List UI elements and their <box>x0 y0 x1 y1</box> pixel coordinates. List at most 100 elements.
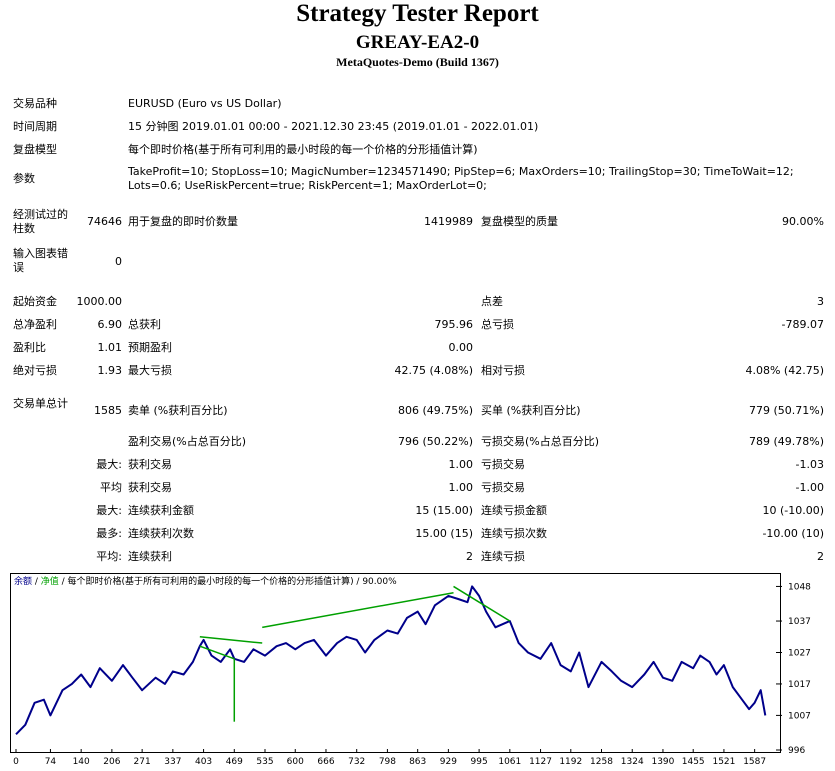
balance-line <box>15 585 767 735</box>
x-tick-label: 140 <box>73 757 90 767</box>
server-build: MetaQuotes-Demo (Build 1367) <box>336 55 499 69</box>
bars-value: 74646 <box>87 215 122 228</box>
report-title: Strategy Tester Report <box>296 0 539 27</box>
x-tick-label: 271 <box>134 757 151 767</box>
ticks-value: 1419989 <box>424 215 473 228</box>
max-consecutive-losses-label: 连续亏损金额 <box>481 504 547 517</box>
legend-equity: 净值 <box>41 575 59 587</box>
rel-drawdown-value: 4.08% (42.75) <box>745 364 824 377</box>
x-tick-label: 0 <box>13 757 19 767</box>
profit-trades-label: 盈利交易(%占总百分比) <box>128 435 247 448</box>
average-label: 平均 <box>100 481 122 494</box>
x-tick-label: 535 <box>256 757 273 767</box>
rel-drawdown-label: 相对亏损 <box>481 364 525 377</box>
largest-loss-label: 亏损交易 <box>481 458 525 471</box>
x-tick-label: 1258 <box>590 757 613 767</box>
expert-advisor-name: GREAY-EA2-0 <box>355 32 480 53</box>
maximal-losses-label: 连续亏损次数 <box>481 527 547 540</box>
max-consecutive-wins-label: 连续获利金额 <box>128 504 194 517</box>
maximal-wins-label: 连续获利次数 <box>128 527 194 540</box>
x-tick-label: 469 <box>226 757 243 767</box>
equity-spike <box>199 645 235 660</box>
abs-drawdown-value: 1.93 <box>97 364 123 377</box>
symbol-label: 交易品种 <box>13 97 57 110</box>
maximal-losses-value: -10.00 (10) <box>762 527 824 540</box>
x-tick-label: 1587 <box>743 757 766 767</box>
y-tick-label: 1027 <box>788 648 811 658</box>
loss-trades-value: 789 (49.78%) <box>748 435 824 448</box>
long-positions-value: 779 (50.71%) <box>748 404 824 417</box>
average-consecutive-wins-value: 2 <box>466 550 473 563</box>
max-drawdown-label: 最大亏损 <box>128 364 172 377</box>
period-value: 15 分钟图 2019.01.01 00:00 - 2021.12.30 23:… <box>128 120 539 133</box>
y-axis-ticks: 996 1007 1017 1027 1037 1048 <box>776 582 811 756</box>
plot-frame <box>10 573 781 753</box>
y-tick-label: 1037 <box>788 617 811 627</box>
y-tick-label: 1007 <box>788 711 811 721</box>
x-tick-label: 929 <box>440 757 457 767</box>
average-consecutive-losses-label: 连续亏损 <box>481 550 525 563</box>
profit-factor-value: 1.01 <box>97 341 123 354</box>
gross-loss-value: -789.07 <box>781 318 824 331</box>
series-lines <box>15 585 767 735</box>
deposit-value: 1000.00 <box>76 295 123 308</box>
bars-label: 经测试过的柱数 <box>13 208 68 235</box>
average-win-label: 获利交易 <box>128 481 172 494</box>
spread-label: 点差 <box>481 295 503 308</box>
y-tick-label: 1048 <box>788 582 811 592</box>
x-tick-label: 1455 <box>682 757 705 767</box>
x-tick-label: 600 <box>287 757 304 767</box>
gross-profit-value: 795.96 <box>434 318 474 331</box>
short-positions-value: 806 (49.75%) <box>397 404 473 417</box>
quality-label: 复盘模型的质量 <box>481 215 558 228</box>
period-label: 时间周期 <box>13 120 57 133</box>
expected-payoff-value: 0.00 <box>448 341 474 354</box>
average-loss-label: 亏损交易 <box>481 481 525 494</box>
average-consecutive-losses-value: 2 <box>817 550 824 563</box>
x-tick-label: 1061 <box>498 757 521 767</box>
largest-win-label: 获利交易 <box>128 458 172 471</box>
average-loss-value: -1.00 <box>795 481 824 494</box>
loss-trades-label: 亏损交易(%占总百分比) <box>481 435 600 448</box>
quality-value: 90.00% <box>782 215 824 228</box>
total-trades-value: 1585 <box>94 404 122 417</box>
average-consecutive-label: 平均: <box>96 550 122 563</box>
params-label: 参数 <box>13 172 35 185</box>
equity-spike <box>453 585 511 622</box>
legend-balance: 余额 <box>14 575 32 587</box>
balance-chart-svg: 0 74 140 206 271 337 403 469 535 600 666 732 798 863 9… <box>10 573 811 767</box>
max-drawdown-value: 42.75 (4.08%) <box>394 364 473 377</box>
x-tick-label: 995 <box>471 757 488 767</box>
profit-factor-label: 盈利比 <box>13 341 46 354</box>
max-consecutive-losses-value: 10 (-10.00) <box>762 504 824 517</box>
legend-model: / 每个即时价格(基于所有可利用的最小时段的每一个价格的分形插值计算) / 90… <box>59 575 397 587</box>
gross-loss-label: 总亏损 <box>481 318 514 331</box>
x-tick-label: 1192 <box>559 757 582 767</box>
x-tick-label: 206 <box>103 757 120 767</box>
x-tick-label: 666 <box>317 757 334 767</box>
expected-payoff-label: 预期盈利 <box>128 341 172 354</box>
x-tick-label: 1390 <box>651 757 674 767</box>
max-consecutive-label: 最大: <box>96 504 122 517</box>
maximal-wins-value: 15.00 (15) <box>415 527 473 540</box>
equity-spike <box>262 591 454 629</box>
maximal-label: 最多: <box>96 527 122 540</box>
x-tick-label: 74 <box>45 757 57 767</box>
x-tick-label: 403 <box>195 757 212 767</box>
x-tick-label: 1127 <box>529 757 552 767</box>
y-tick-label: 1017 <box>788 680 811 690</box>
symbol-value: EURUSD (Euro vs US Dollar) <box>128 97 282 110</box>
net-profit-label: 总净盈利 <box>13 318 57 331</box>
x-tick-label: 798 <box>379 757 396 767</box>
deposit-label: 起始资金 <box>13 295 57 308</box>
average-win-value: 1.00 <box>448 481 474 494</box>
errors-value: 0 <box>115 255 122 268</box>
equity-spike <box>199 636 263 644</box>
net-profit-value: 6.90 <box>97 318 123 331</box>
x-tick-label: 1521 <box>712 757 735 767</box>
x-tick-label: 337 <box>164 757 181 767</box>
x-axis-ticks: 0 74 140 206 271 337 403 469 535 600 666 732 798 863 9… <box>13 749 766 767</box>
largest-win-value: 1.00 <box>448 458 474 471</box>
x-tick-label: 1324 <box>621 757 644 767</box>
spread-value: 3 <box>817 295 824 308</box>
